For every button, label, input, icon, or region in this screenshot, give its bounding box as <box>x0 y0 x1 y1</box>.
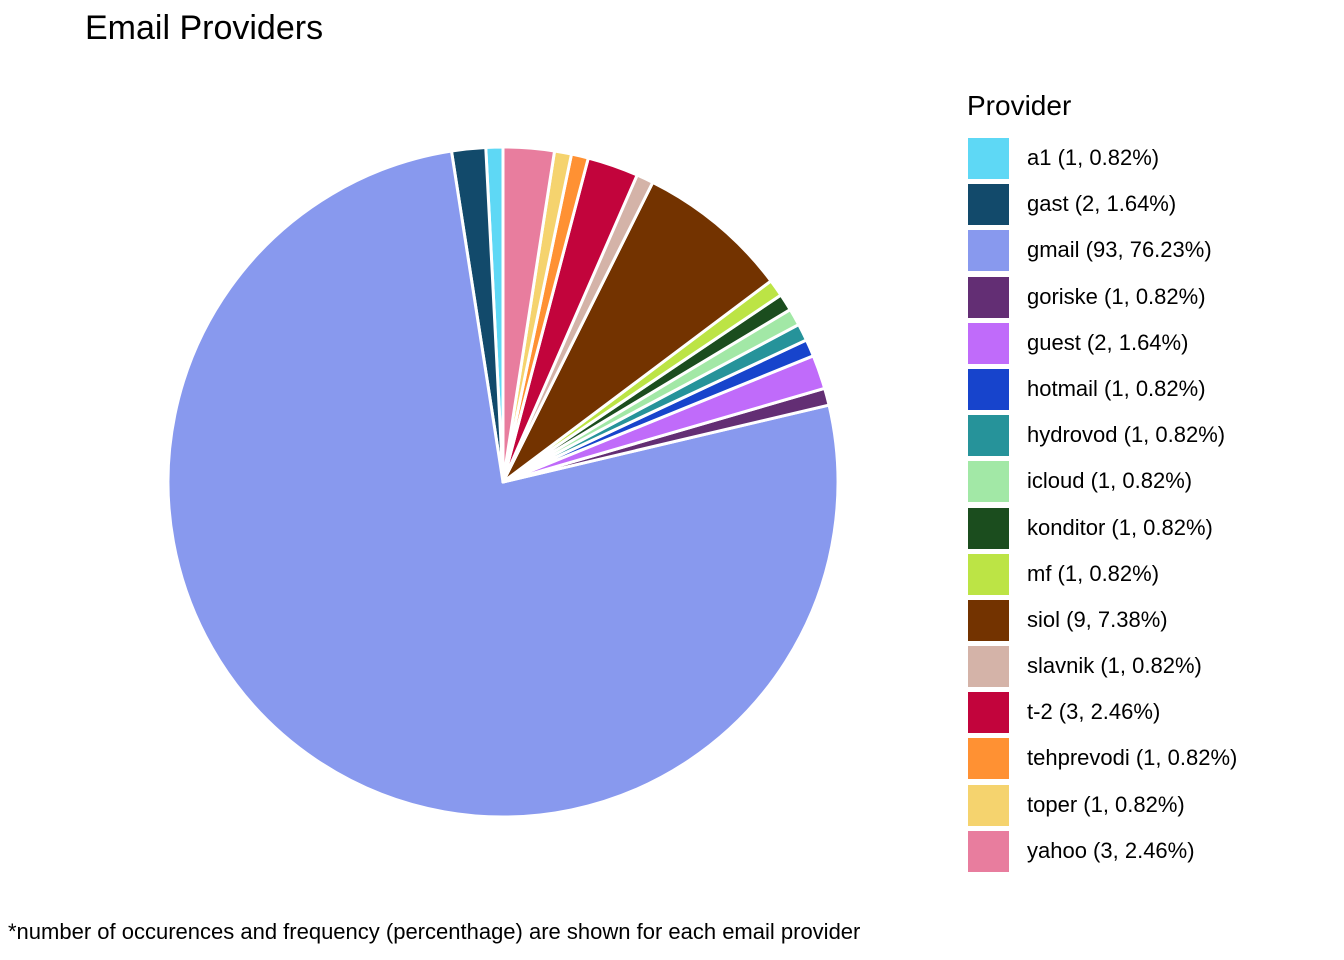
legend-swatch-siol <box>968 599 1009 641</box>
legend-label-gmail: gmail (93, 76.23%) <box>1027 237 1212 263</box>
legend-swatch-guest <box>968 322 1009 364</box>
legend-swatch-icloud <box>968 461 1009 503</box>
legend-swatch-slavnik <box>968 646 1009 688</box>
pie-slices <box>166 145 840 819</box>
legend-swatch-t-2 <box>968 692 1009 734</box>
chart-title: Email Providers <box>85 9 324 47</box>
legend-label-guest: guest (2, 1.64%) <box>1027 329 1189 355</box>
legend-swatch-gast <box>968 184 1009 226</box>
legend-label-slavnik: slavnik (1, 0.82%) <box>1027 653 1202 679</box>
legend-swatch-hydrovod <box>968 415 1009 457</box>
pie-slice-yahoo <box>501 145 557 484</box>
legend-label-tehprevodi: tehprevodi (1, 0.82%) <box>1027 745 1238 771</box>
pie-slice-gmail <box>166 149 840 819</box>
legend-label-hotmail: hotmail (1, 0.82%) <box>1027 375 1206 401</box>
pie-slice-siol <box>501 180 773 484</box>
legend-swatch-goriske <box>968 276 1009 318</box>
legend-label-siol: siol (9, 7.38%) <box>1027 606 1168 632</box>
legend-swatch-yahoo <box>968 830 1009 872</box>
legend-swatch-toper <box>968 784 1009 826</box>
legend-label-icloud: icloud (1, 0.82%) <box>1027 468 1193 494</box>
legend-label-goriske: goriske (1, 0.82%) <box>1027 283 1206 309</box>
legend-label-toper: toper (1, 0.82%) <box>1027 791 1185 817</box>
chart-caption: *number of occurences and frequency (per… <box>8 919 861 944</box>
legend-title: Provider <box>967 90 1072 121</box>
legend-label-yahoo: yahoo (3, 2.46%) <box>1027 837 1195 863</box>
legend-swatch-konditor <box>968 507 1009 549</box>
legend-label-konditor: konditor (1, 0.82%) <box>1027 514 1213 540</box>
legend-label-a1: a1 (1, 0.82%) <box>1027 145 1160 170</box>
legend-swatch-a1 <box>968 138 1009 179</box>
legend-label-hydrovod: hydrovod (1, 0.82%) <box>1027 422 1226 448</box>
legend-label-t-2: t-2 (3, 2.46%) <box>1027 699 1161 725</box>
legend-swatch-hotmail <box>968 368 1009 410</box>
legend-swatch-gmail <box>968 230 1009 272</box>
legend-label-gast: gast (2, 1.64%) <box>1027 191 1177 217</box>
legend-swatch-mf <box>968 553 1009 595</box>
legend-label-mf: mf (1, 0.82%) <box>1027 560 1160 586</box>
legend-swatch-tehprevodi <box>968 738 1009 780</box>
